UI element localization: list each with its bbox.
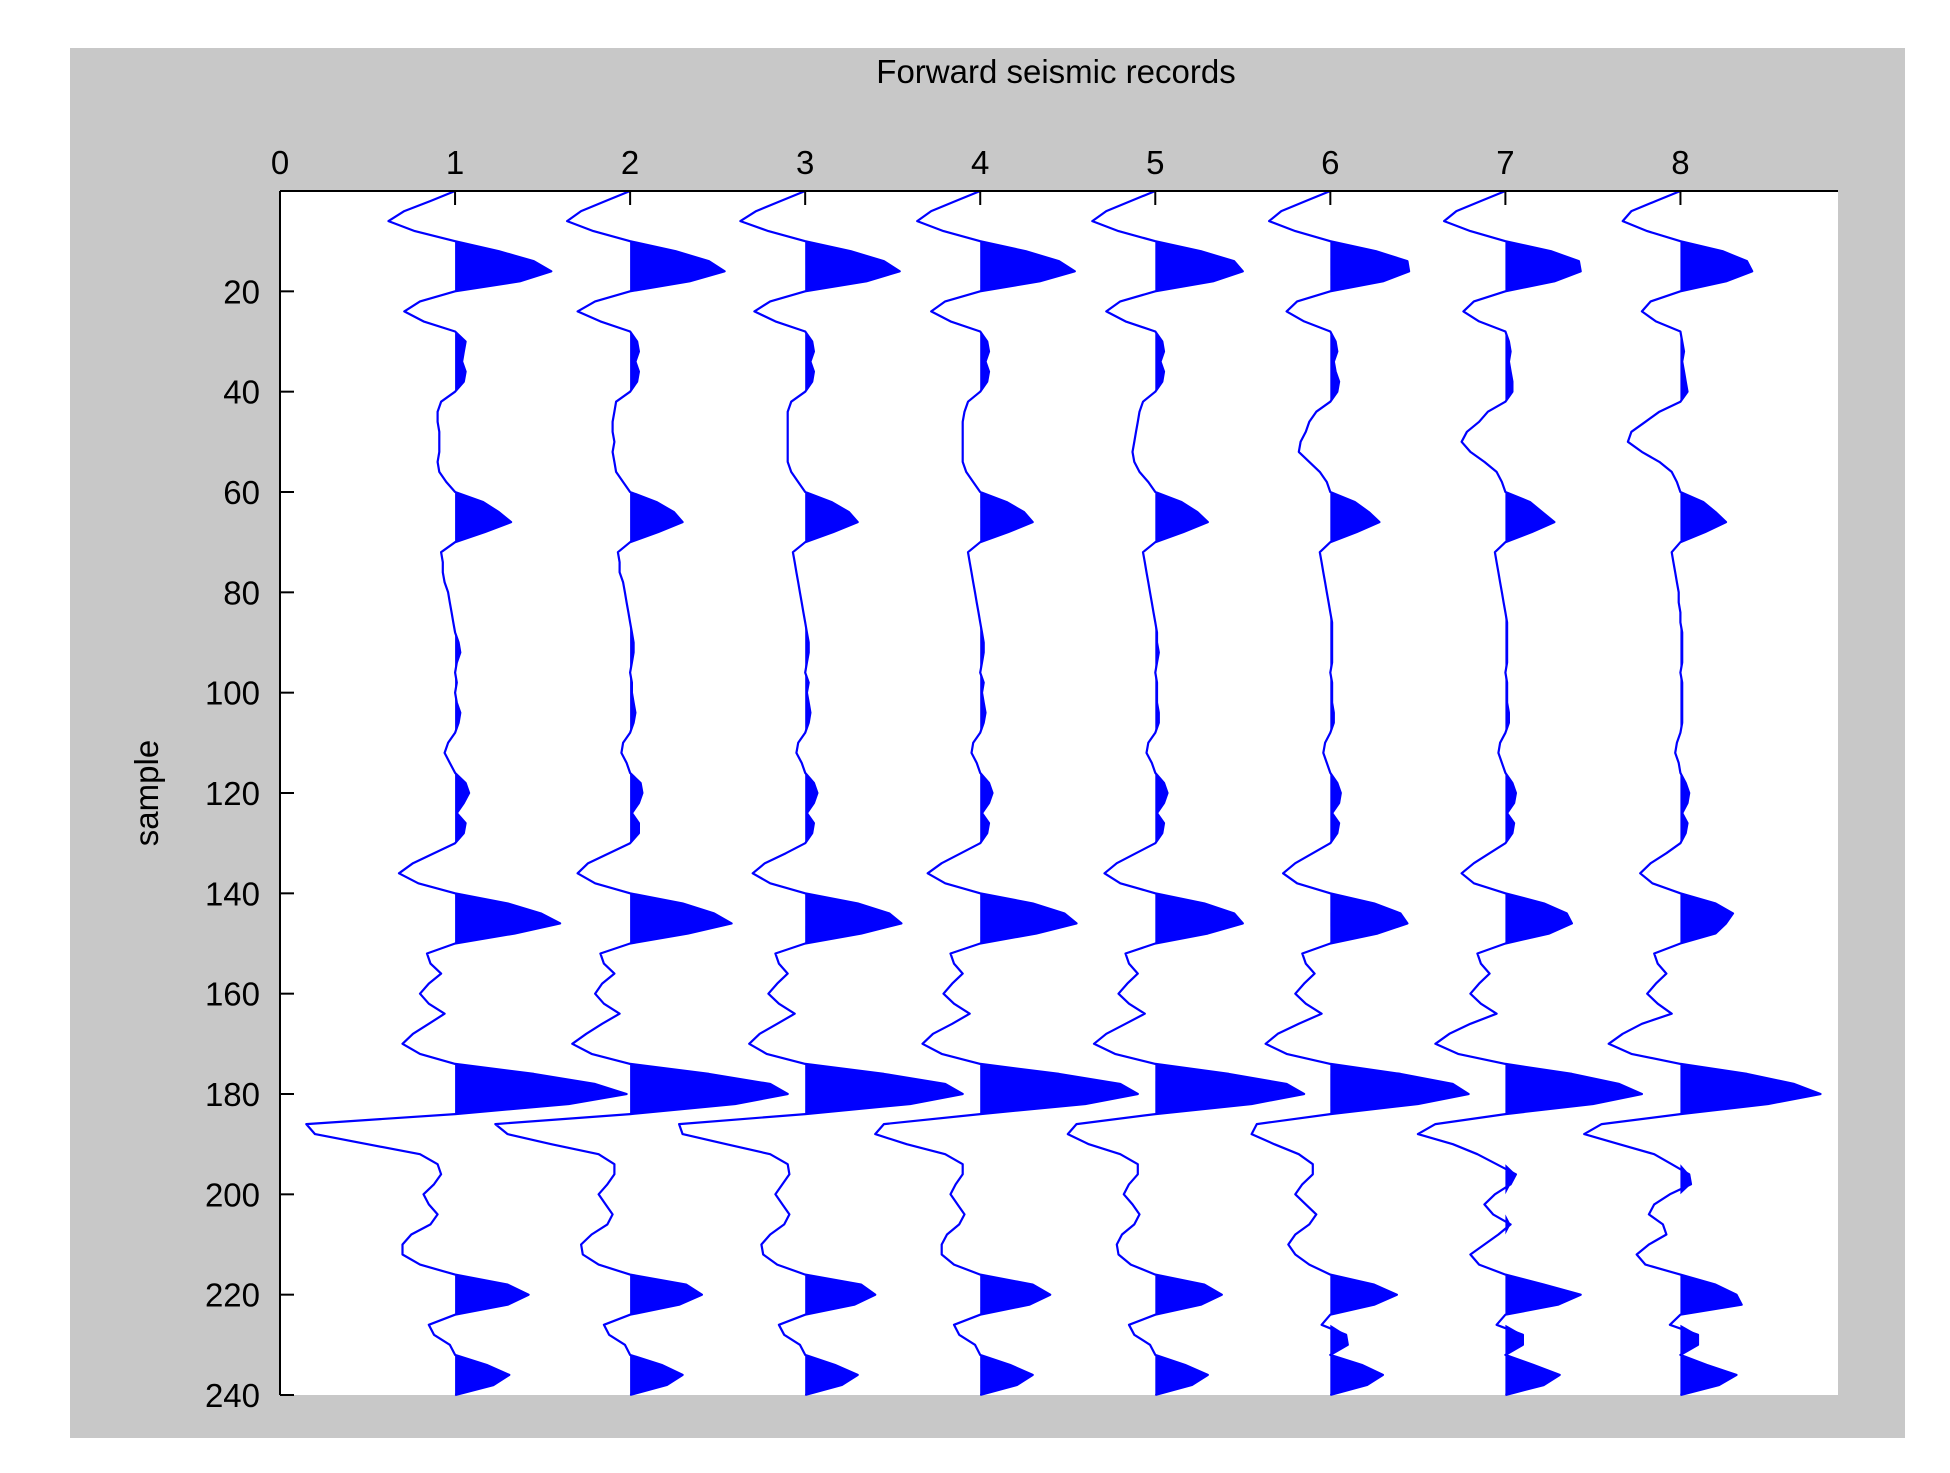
y-tick-label-40: 40 (223, 374, 260, 411)
trace-1-fill-10 (455, 1274, 529, 1315)
trace-4-line (874, 189, 1139, 1397)
trace-7-line (1416, 189, 1644, 1397)
trace-6-fill-9 (1330, 1274, 1397, 1315)
x-tick-label-6: 6 (1321, 144, 1339, 181)
x-tick-label-7: 7 (1496, 144, 1514, 181)
trace-7-fill-10 (1505, 1214, 1511, 1235)
axes-layer: 0 1 2 3 4 5 6 7 8 20 40 60 80 100 120 140 160 180 200 220 24… (205, 144, 1838, 1414)
trace-7-fill-11 (1505, 1274, 1581, 1315)
trace-5 (1066, 189, 1306, 1397)
trace-1-fill-9 (455, 1063, 627, 1115)
trace-7-fill-8 (1505, 1063, 1642, 1115)
x-tick-label-4: 4 (971, 144, 989, 181)
y-tick-label-20: 20 (223, 273, 260, 310)
trace-8-fill-12 (1680, 1354, 1737, 1395)
trace-3-fill-8 (805, 1063, 963, 1115)
trace-5-fill-1 (1155, 241, 1243, 292)
x-tick-label-0: 0 (271, 144, 289, 181)
chart-title: Forward seismic records (876, 53, 1235, 90)
trace-6-fill-8 (1330, 1063, 1469, 1115)
trace-4-fill-6 (980, 772, 993, 844)
trace-2-fill-3 (630, 492, 683, 543)
x-tick-label-5: 5 (1146, 144, 1164, 181)
x-tick-label-3: 3 (796, 144, 814, 181)
trace-6-fill-7 (1330, 893, 1408, 944)
trace-5-line (1066, 189, 1306, 1397)
trace-3-line (677, 189, 964, 1397)
trace-1-fill-11 (455, 1354, 510, 1395)
trace-6-fill-11 (1330, 1354, 1383, 1395)
trace-8-fill-10 (1680, 1274, 1742, 1315)
trace-7-fill-1 (1505, 241, 1581, 292)
trace-6-line (1250, 189, 1470, 1397)
trace-1-fill-8 (455, 893, 561, 944)
y-tick-label-160: 160 (205, 976, 260, 1013)
trace-7-fill-13 (1505, 1354, 1560, 1395)
trace-2-fill-1 (630, 241, 725, 292)
trace-6-fill-3 (1330, 492, 1380, 543)
trace-2-fill-8 (630, 1063, 788, 1115)
x-tick-label-1: 1 (446, 144, 464, 181)
trace-4-fill-1 (980, 241, 1075, 292)
trace-5-fill-3 (1155, 492, 1208, 543)
trace-4-fill-10 (980, 1354, 1033, 1395)
y-tick-label-120: 120 (205, 775, 260, 812)
trace-8-fill-1 (1680, 241, 1753, 292)
trace-2-fill-10 (630, 1354, 683, 1395)
trace-5-fill-7 (1155, 893, 1243, 944)
trace-7 (1416, 189, 1644, 1397)
trace-7-fill-3 (1505, 492, 1555, 543)
trace-1-fill-7 (455, 772, 470, 844)
trace-2-line (494, 189, 789, 1397)
trace-4 (874, 189, 1139, 1397)
trace-1-fill-3 (455, 492, 512, 543)
trace-4-fill-3 (980, 492, 1033, 543)
trace-5-fill-9 (1155, 1274, 1222, 1315)
trace-2 (494, 189, 789, 1397)
trace-3-fill-1 (805, 241, 900, 292)
y-tick-label-200: 200 (205, 1176, 260, 1213)
trace-1-line (305, 189, 628, 1397)
trace-3-fill-4 (805, 622, 809, 673)
trace-6-fill-10 (1330, 1324, 1348, 1355)
trace-3-fill-7 (805, 893, 902, 944)
trace-3 (677, 189, 964, 1397)
figure-frame: 0 1 2 3 4 5 6 7 8 20 40 60 80 100 120 140 160 180 200 220 24… (70, 48, 1905, 1438)
y-axis-label: sample (128, 740, 165, 846)
x-tick-label-8: 8 (1671, 144, 1689, 181)
y-tick-label-240: 240 (205, 1377, 260, 1414)
y-tick-label-80: 80 (223, 574, 260, 611)
y-tick-label-220: 220 (205, 1277, 260, 1314)
trace-3-fill-3 (805, 492, 858, 543)
traces-layer (305, 189, 1822, 1397)
trace-8 (1583, 189, 1822, 1397)
trace-3-fill-10 (805, 1354, 858, 1395)
trace-4-fill-7 (980, 893, 1077, 944)
trace-1 (305, 189, 628, 1397)
trace-7-fill-7 (1505, 893, 1572, 944)
y-tick-label-60: 60 (223, 474, 260, 511)
trace-8-fill-8 (1680, 1063, 1821, 1115)
trace-5-fill-10 (1155, 1354, 1208, 1395)
trace-2-fill-6 (630, 772, 643, 844)
trace-4-fill-4 (980, 622, 984, 673)
trace-8-fill-3 (1680, 492, 1726, 543)
x-tick-label-2: 2 (621, 144, 639, 181)
seismic-chart: 0 1 2 3 4 5 6 7 8 20 40 60 80 100 120 140 160 180 200 220 24… (128, 53, 1838, 1414)
trace-5-fill-6 (1155, 772, 1168, 844)
trace-1-fill-2 (455, 331, 466, 392)
trace-8-line (1583, 189, 1822, 1397)
trace-4-fill-8 (980, 1063, 1138, 1115)
trace-5-fill-8 (1155, 1063, 1305, 1115)
y-tick-label-180: 180 (205, 1076, 260, 1113)
plot-area (280, 191, 1838, 1395)
trace-3-fill-6 (805, 772, 818, 844)
y-tick-label-140: 140 (205, 875, 260, 912)
trace-6 (1250, 189, 1470, 1397)
trace-8-fill-7 (1680, 893, 1733, 944)
trace-2-fill-4 (630, 622, 634, 673)
trace-2-fill-7 (630, 893, 732, 944)
y-tick-label-100: 100 (205, 675, 260, 712)
